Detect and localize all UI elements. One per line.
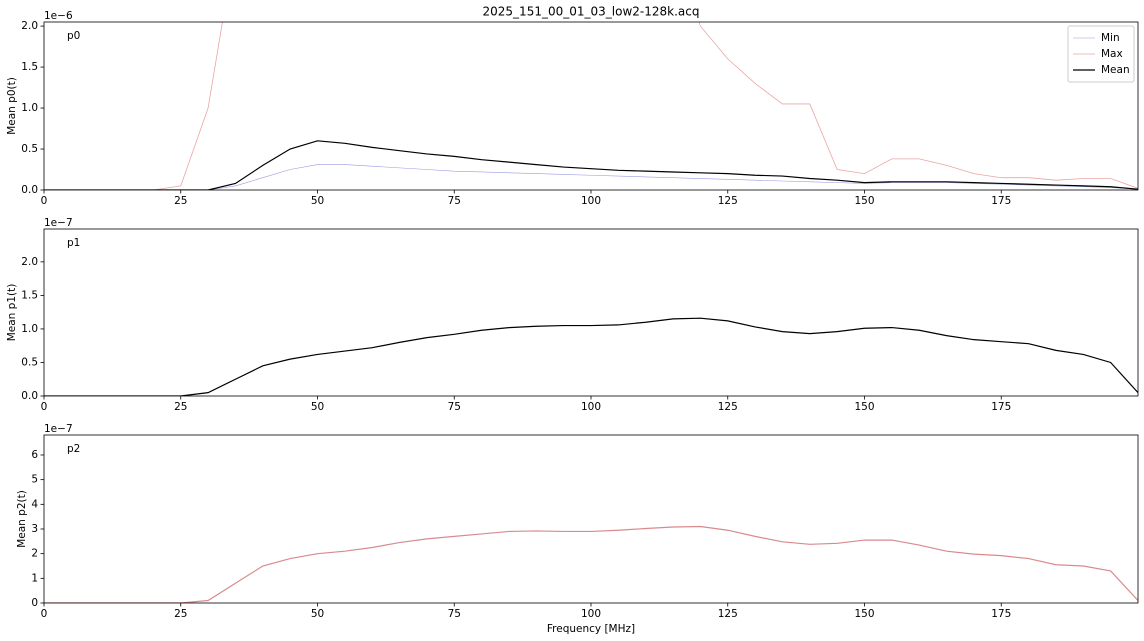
offset-text: 1e−7	[44, 217, 73, 229]
x-tick-label: 75	[448, 401, 461, 413]
x-tick-label: 150	[854, 401, 874, 413]
y-tick-label: 0.0	[21, 390, 38, 402]
axes-frame	[43, 434, 1139, 604]
y-tick-label: 1.5	[21, 289, 38, 301]
y-tick-label: 1	[31, 572, 38, 584]
y-tick-label: 3	[31, 523, 38, 535]
x-tick-label: 25	[174, 195, 187, 207]
y-tick-label: 6	[31, 449, 38, 461]
y-tick-label: 1.0	[21, 323, 38, 335]
y-axis-label: Mean p1(t)	[6, 284, 18, 342]
x-tick-label: 175	[991, 608, 1011, 620]
series-line	[44, 140, 1138, 190]
y-tick-label: 0.5	[21, 356, 38, 368]
plot-area	[44, 525, 1138, 603]
x-tick-label: 175	[991, 401, 1011, 413]
plot-area	[44, 317, 1138, 396]
x-tick-label: 75	[448, 195, 461, 207]
y-axis-label: Mean p0(t)	[6, 77, 18, 135]
panel-label: p2	[67, 443, 80, 455]
x-tick-label: 50	[311, 195, 324, 207]
y-tick-label: 2	[31, 548, 38, 560]
y-tick-label: 1.5	[21, 61, 38, 73]
x-tick-label: 100	[581, 401, 601, 413]
y-tick-label: 2.0	[21, 256, 38, 268]
legend-label: Mean	[1101, 64, 1130, 76]
plot-area	[44, 22, 1138, 190]
series-line	[44, 22, 1138, 190]
x-tick-label: 0	[41, 401, 48, 413]
y-tick-label: 5	[31, 474, 38, 486]
x-tick-label: 25	[174, 401, 187, 413]
y-tick-label: 1.0	[21, 102, 38, 114]
x-tick-label: 125	[718, 608, 738, 620]
x-tick-label: 50	[311, 608, 324, 620]
x-tick-label: 100	[581, 608, 601, 620]
legend-label: Min	[1101, 32, 1120, 44]
x-tick-label: 0	[41, 608, 48, 620]
figure-title: 2025_151_00_01_03_low2-128k.acq	[483, 5, 700, 19]
y-tick-label: 2.0	[21, 20, 38, 32]
y-tick-label: 0.5	[21, 143, 38, 155]
y-tick-label: 0.0	[21, 184, 38, 196]
series-line	[44, 317, 1138, 396]
x-tick-label: 75	[448, 608, 461, 620]
x-tick-label: 50	[311, 401, 324, 413]
axes-frame	[43, 228, 1139, 397]
x-tick-label: 25	[174, 608, 187, 620]
x-tick-label: 150	[854, 195, 874, 207]
x-tick-label: 0	[41, 195, 48, 207]
legend-box	[1067, 25, 1135, 83]
x-tick-label: 100	[581, 195, 601, 207]
series-line	[44, 525, 1138, 603]
offset-text: 1e−7	[44, 423, 73, 435]
y-tick-label: 0	[31, 597, 38, 609]
panel-label: p1	[67, 237, 80, 249]
panel-label: p0	[67, 30, 80, 42]
x-tick-label: 125	[718, 195, 738, 207]
offset-text: 1e−6	[44, 10, 73, 22]
x-tick-label: 125	[718, 401, 738, 413]
legend-label: Max	[1101, 48, 1123, 60]
x-tick-label: 175	[991, 195, 1011, 207]
y-tick-label: 4	[31, 498, 38, 510]
y-axis-label: Mean p2(t)	[16, 490, 28, 548]
x-axis-label: Frequency [MHz]	[547, 623, 635, 635]
x-tick-label: 150	[854, 608, 874, 620]
series-line	[44, 164, 1138, 190]
